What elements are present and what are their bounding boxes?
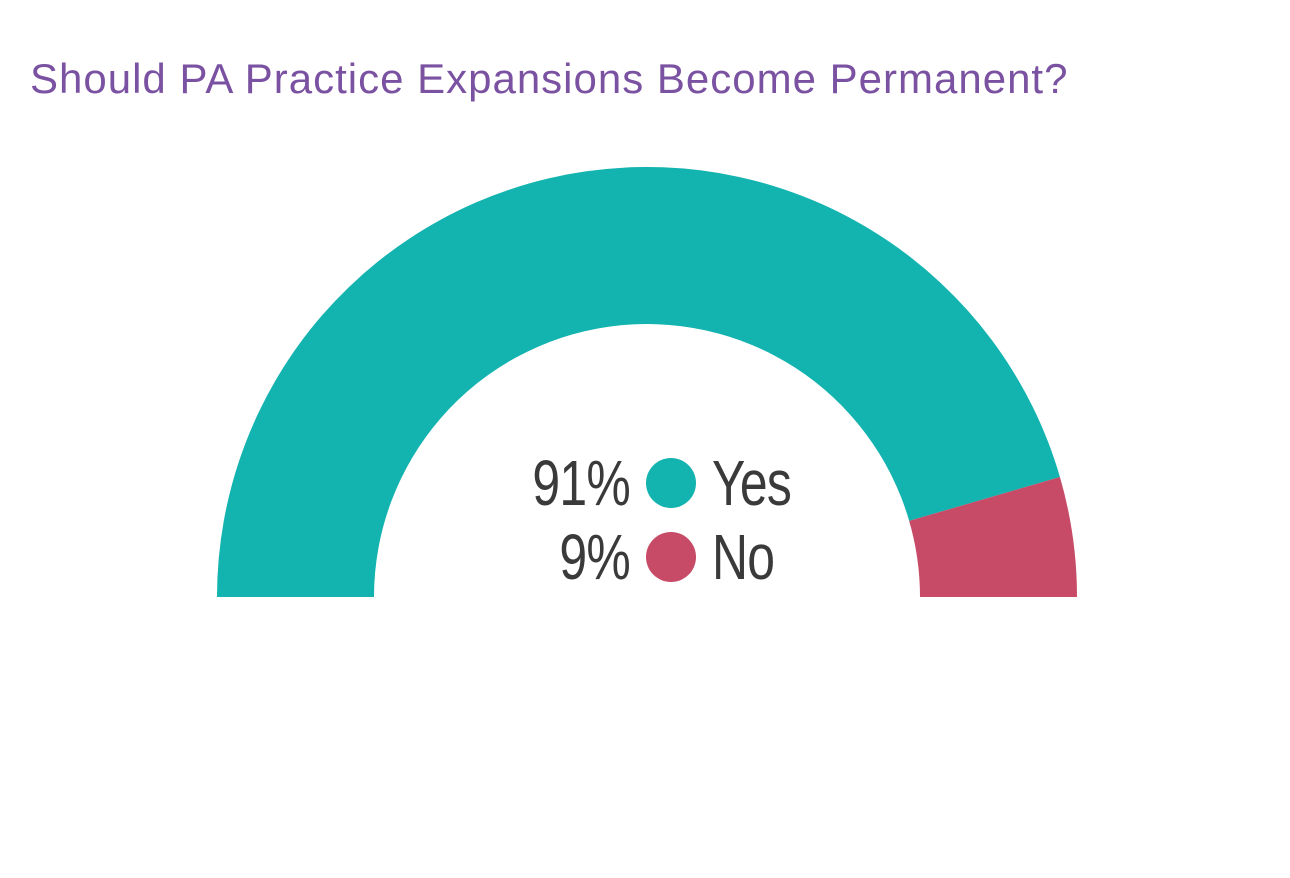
legend-swatch-no-icon: [646, 532, 696, 582]
legend-swatch-yes-icon: [646, 458, 696, 508]
legend-value-yes: 91%: [532, 447, 630, 519]
legend: 91% Yes 9% No: [500, 446, 813, 594]
gauge-slice-yes: [217, 166, 1060, 597]
legend-label-no: No: [712, 521, 775, 593]
legend-label-yes: Yes: [712, 447, 792, 519]
gauge-slice-no: [909, 477, 1077, 597]
legend-value-no: 9%: [559, 521, 630, 593]
page-title: Should PA Practice Expansions Become Per…: [30, 55, 1069, 103]
